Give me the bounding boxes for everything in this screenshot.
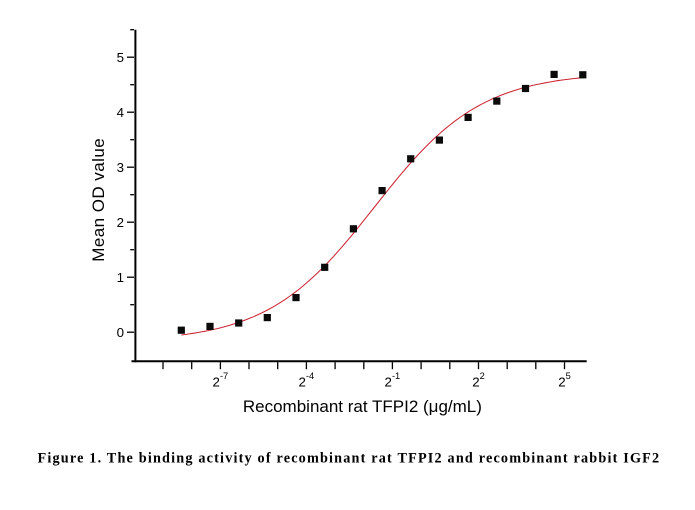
svg-text:5: 5 [117,50,124,65]
svg-text:25: 25 [558,371,571,390]
svg-text:Figure 1. The binding activity: Figure 1. The binding activity of recomb… [38,450,661,466]
svg-text:22: 22 [472,371,485,390]
svg-text:3: 3 [117,160,124,175]
svg-text:2-1: 2-1 [385,371,401,390]
svg-text:2: 2 [117,215,124,230]
svg-text:1: 1 [117,270,124,285]
svg-text:4: 4 [117,105,124,120]
svg-text:2-7: 2-7 [213,371,229,390]
svg-text:2-4: 2-4 [299,371,315,390]
svg-text:0: 0 [117,325,124,340]
svg-text:Mean OD value: Mean OD value [89,138,108,262]
svg-text:Recombinant rat TFPI2 (μg/mL): Recombinant rat TFPI2 (μg/mL) [243,397,482,416]
